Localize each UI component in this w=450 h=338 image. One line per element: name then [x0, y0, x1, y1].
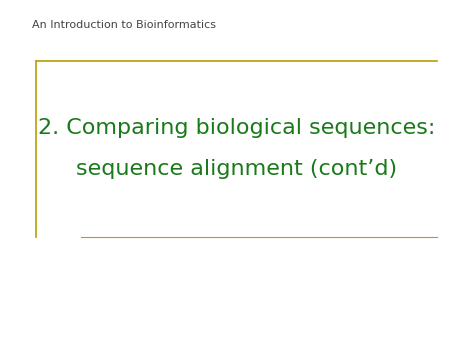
- Text: sequence alignment (cont’d): sequence alignment (cont’d): [76, 159, 397, 179]
- Text: An Introduction to Bioinformatics: An Introduction to Bioinformatics: [32, 20, 216, 30]
- Text: 2. Comparing biological sequences:: 2. Comparing biological sequences:: [37, 118, 435, 139]
